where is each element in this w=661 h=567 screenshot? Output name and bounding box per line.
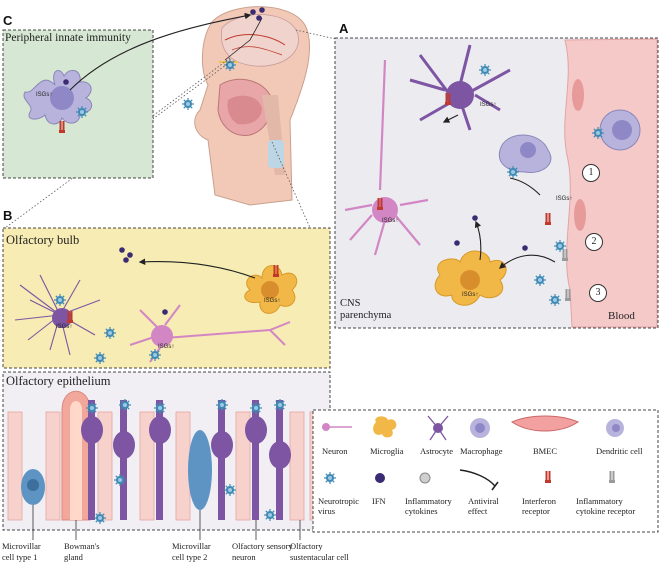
panel-a-letter: A (339, 21, 349, 36)
ifn-head-1 (250, 9, 256, 15)
antiviral-arrow-a (509, 177, 541, 196)
blood-vessel (564, 38, 658, 328)
microglia-a-soma (446, 81, 474, 109)
legend-antiviral-icon (459, 469, 499, 491)
ifn-head-2 (259, 7, 265, 13)
ifn-head-3 (256, 15, 262, 21)
arrow-a-up (474, 220, 482, 261)
cns-parenchyma-label: CNS parenchyma (340, 298, 392, 321)
arrow-b-bulb (138, 258, 256, 279)
step-2: 2 (585, 233, 603, 251)
caption-olfactory-sensory-neuron: Olfactory sensory neuron (232, 541, 293, 562)
legend-dendritic-icon (606, 419, 624, 437)
ifn-a-1 (472, 215, 478, 221)
olfactory-bulb-title: Olfactory bulb (6, 233, 80, 247)
panel-c-letter: C (3, 13, 13, 28)
virus-c (75, 105, 89, 119)
legend-label-astrocyte: Astrocyte (420, 446, 454, 456)
legend-macrophage-icon (470, 418, 490, 438)
isg-label-mitral: ISGs↑ (56, 324, 73, 330)
legend-label-virus: Neurotropic virus (318, 496, 360, 516)
panel-c-title: Peripheral innate immunity (5, 32, 131, 44)
ifn-b-1 (119, 247, 125, 253)
neuron-a (344, 59, 429, 256)
head-illustration (194, 6, 311, 206)
legend-label-cytokines: Inflammatory cytokines (405, 496, 452, 516)
zoom-lines (4, 29, 351, 319)
ifn-b-2 (127, 252, 133, 258)
isg-label-bmec: ISGs↑ (556, 196, 573, 202)
legend-ifn-icon (375, 473, 385, 483)
arrow-c-to-head (69, 12, 252, 91)
legend-astrocyte-icon (427, 415, 449, 441)
legend-label-bmec: BMEC (533, 446, 558, 456)
legend-label-ifn: IFN (372, 496, 386, 506)
caption-lines (32, 505, 301, 540)
dendritic-cell-c (23, 69, 93, 125)
isg-label-c: ISGs↑ (36, 92, 53, 98)
mitral-cell-soma (52, 308, 72, 328)
microglia-a (409, 44, 511, 131)
virus-head-2 (223, 58, 237, 72)
legend-bmec-icon (510, 415, 580, 432)
panel-b-letter: B (3, 208, 13, 223)
legend-microglia-icon (373, 416, 397, 438)
caption-microvillar-2: Microvillar cell type 2 (172, 541, 211, 562)
legend-label-microglia: Microglia (370, 446, 404, 456)
olfactory-epithelium-title: Olfactory epithelium (6, 374, 111, 388)
legend-label-cytokine-receptor: Inflammatory cytokine receptor (576, 496, 636, 516)
ifn-c (63, 79, 69, 85)
legend-label-antiviral: Antiviral effect (468, 496, 499, 516)
ifn-b-3 (123, 257, 129, 263)
caption-sustentacular-cell: Olfactory sustentacular cell (290, 541, 349, 562)
caption-bowmans-gland: Bowman's gland (64, 541, 100, 562)
legend-cytokines-icon (419, 472, 431, 484)
legend-neuron-icon (322, 423, 352, 431)
legend-label-macrophage: Macrophage (460, 446, 503, 456)
ifn-a-3 (522, 245, 528, 251)
isg-label-neuron-a: ISGs↑ (382, 218, 399, 224)
ifn-b-4 (162, 309, 168, 315)
macrophage-a (498, 134, 552, 174)
isg-label-astrocyte-bulb: ISGs↑ (264, 298, 281, 304)
arrow-a-to-astrocyte (499, 254, 556, 269)
virus-head-1 (181, 97, 195, 111)
isg-label-astrocyte-a: ISGs↑ (462, 292, 479, 298)
astrocyte-bulb (244, 265, 298, 314)
neuron-bulb-soma (151, 325, 173, 347)
step-1: 1 (582, 164, 600, 182)
ifn-a-2 (454, 240, 460, 246)
dendritic-cell-blood (599, 109, 641, 151)
blood-label: Blood (608, 310, 635, 322)
arrow-a-microglia (442, 114, 459, 123)
caption-microvillar-1: Microvillar cell type 1 (2, 541, 41, 562)
isg-label-microglia: ISGs↑ (480, 102, 497, 108)
bmec-nucleus-2 (574, 199, 586, 231)
legend-label-interferon-receptor: Interferon receptor (522, 496, 556, 516)
isg-label-neuron-bulb: ISGs↑ (158, 344, 175, 350)
step-3: 3 (589, 284, 607, 302)
bmec-nucleus-1 (572, 79, 584, 111)
astrocyte-a (434, 250, 507, 306)
legend-label-dendritic-cell: Dendritic cell (596, 446, 643, 456)
legend-label-neuron: Neuron (322, 446, 348, 456)
